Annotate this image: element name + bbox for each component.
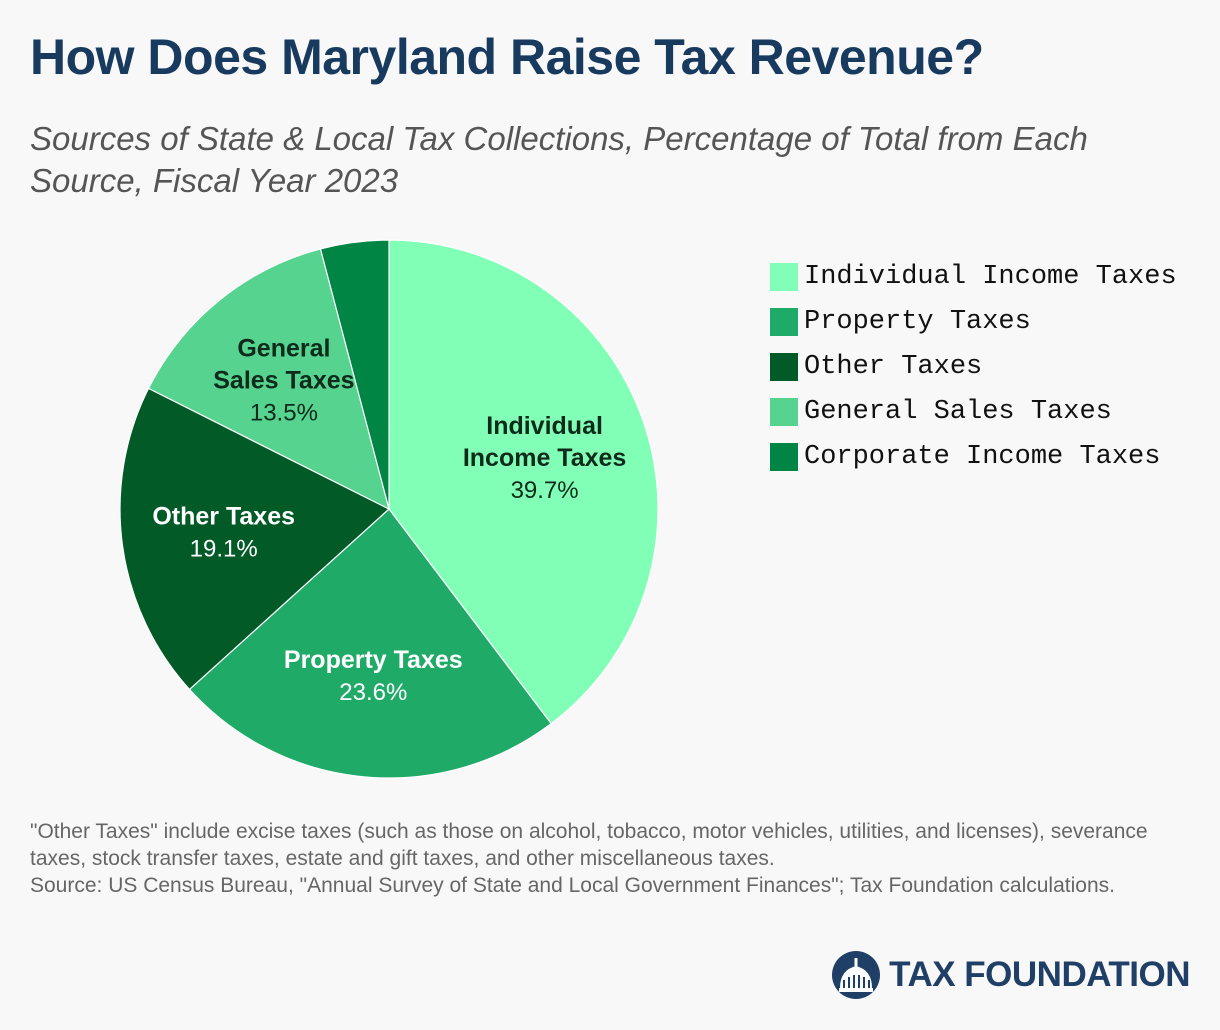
legend-swatch (770, 397, 798, 426)
slice-label: Property Taxes (284, 646, 463, 674)
slice-value-label: 23.6% (339, 679, 407, 706)
legend-label: Property Taxes (804, 306, 1031, 337)
chart-subtitle: Sources of State & Local Tax Collections… (30, 120, 1088, 199)
slice-label: Individual (486, 412, 603, 440)
pie-slice-other-taxes (119, 387, 391, 691)
chart-title: How Does Maryland Raise Tax Revenue? (30, 29, 984, 85)
legend-label: General Sales Taxes (804, 396, 1112, 427)
pie-slices (119, 239, 659, 779)
legend-item: Individual Income Taxes (770, 254, 1177, 299)
brand-name: TAX FOUNDATION (889, 955, 1190, 994)
footnote: "Other Taxes" include excise taxes (such… (30, 818, 1200, 899)
footnote-note: "Other Taxes" include excise taxes (such… (30, 820, 1148, 870)
legend-swatch (770, 262, 798, 291)
slice-label: Sales Taxes (213, 367, 354, 395)
legend-item: General Sales Taxes (770, 389, 1177, 434)
pie-slice-property-taxes (188, 508, 553, 779)
legend-label: Individual Income Taxes (804, 261, 1177, 292)
legend-item: Property Taxes (770, 299, 1177, 344)
pie-slice-general-sales-taxes (147, 248, 390, 511)
footnote-source: Source: US Census Bureau, "Annual Survey… (30, 874, 1115, 897)
legend-item: Other Taxes (770, 344, 1177, 389)
slice-label: General (237, 335, 330, 363)
tax-foundation-logo: TAX FOUNDATION (831, 950, 1190, 1000)
pie-labels: Individual Income Taxes 39.7% Property Taxe… (152, 335, 626, 707)
slice-value-label: 19.1% (190, 536, 258, 563)
capitol-dome-icon (832, 951, 881, 999)
legend-swatch (770, 307, 798, 336)
slice-label: Income Taxes (463, 444, 627, 472)
chart-legend: Individual Income Taxes Property Taxes Oth… (770, 254, 1177, 479)
pie-slice-individual-income-taxes (388, 239, 659, 725)
legend-swatch (770, 442, 798, 471)
pie-slice-corporate-income-taxes (319, 239, 390, 510)
legend-item: Corporate Income Taxes (770, 434, 1177, 479)
legend-swatch (770, 352, 798, 381)
slice-value-label: 39.7% (511, 477, 579, 504)
legend-label: Corporate Income Taxes (804, 441, 1161, 472)
slice-value-label: 13.5% (250, 400, 318, 427)
slice-label: Other Taxes (152, 503, 295, 531)
legend-label: Other Taxes (804, 351, 983, 382)
